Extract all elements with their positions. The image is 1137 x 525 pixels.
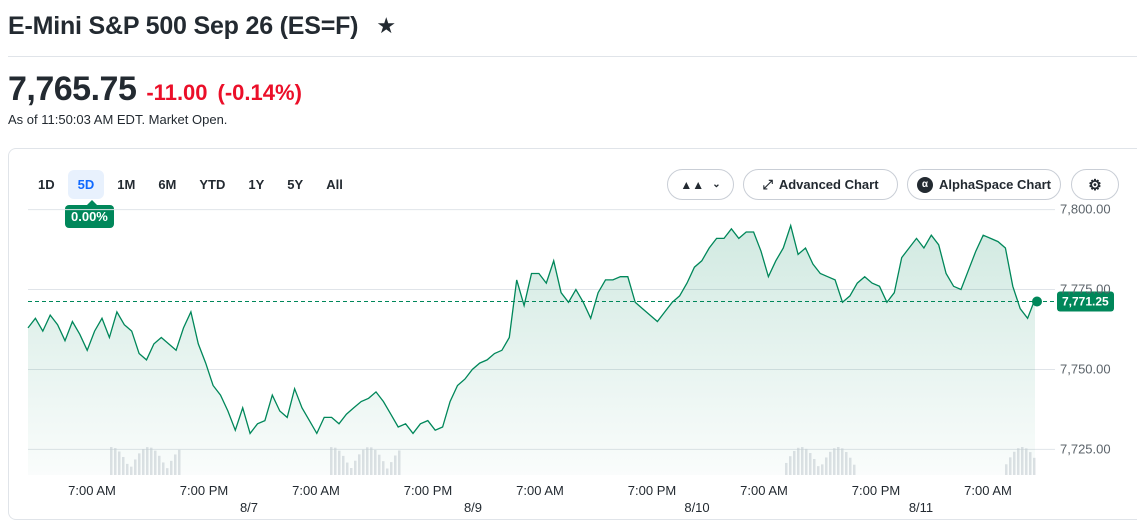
- current-price-label-text: 7,771.25: [1062, 295, 1109, 309]
- x-tick-label: 7:00 AM: [964, 483, 1012, 498]
- x-tick-label: 7:00 PM: [852, 483, 900, 498]
- current-price-label: 7,771.25: [1057, 291, 1114, 312]
- page-title: E-Mini S&P 500 Sep 26 (ES=F): [8, 11, 359, 40]
- chevron-down-icon: ⌄: [712, 179, 721, 190]
- x-date-label: 8/11: [909, 500, 933, 515]
- x-date-label: 8/10: [684, 500, 709, 515]
- range-change-badge: 0.00%: [65, 200, 114, 228]
- chart-card: [8, 148, 1137, 520]
- mountain-chart-icon: ▲▲: [680, 177, 705, 192]
- range-all[interactable]: All: [326, 177, 343, 192]
- alphaspace-chart-label: AlphaSpace Chart: [939, 177, 1051, 192]
- y-tick-label: 7,725.00: [1060, 441, 1111, 456]
- x-tick-label: 7:00 PM: [180, 483, 228, 498]
- price-change: -11.00: [146, 80, 208, 105]
- x-date-label: 8/7: [240, 500, 258, 515]
- chart-type-dropdown[interactable]: ▲▲ ⌄: [667, 169, 734, 200]
- range-6m[interactable]: 6M: [158, 177, 177, 192]
- quote-header: E-Mini S&P 500 Sep 26 (ES=F) ★: [8, 10, 396, 42]
- x-tick-label: 7:00 AM: [68, 483, 116, 498]
- y-tick-label: 7,750.00: [1060, 361, 1111, 376]
- alphaspace-chart-button[interactable]: α AlphaSpace Chart: [907, 169, 1061, 200]
- as-of-timestamp: As of 11:50:03 AM EDT. Market Open.: [8, 112, 228, 127]
- alpha-icon: α: [917, 176, 933, 193]
- x-tick-label: 7:00 AM: [292, 483, 340, 498]
- price-line: [27, 223, 1036, 435]
- star-icon[interactable]: ★: [376, 13, 397, 38]
- range-5d[interactable]: 5D: [67, 170, 105, 199]
- current-price-dot: [1032, 296, 1042, 307]
- price-change-percent: (-0.14%): [217, 80, 302, 105]
- header-divider: [8, 56, 1137, 57]
- range-1d[interactable]: 1D: [38, 177, 55, 192]
- expand-icon: ⤢: [762, 176, 773, 192]
- x-tick-label: 7:00 AM: [740, 483, 788, 498]
- range-5y[interactable]: 5Y: [287, 177, 304, 192]
- range-selector: 1D 5D 1M 6M YTD 1Y 5Y All: [28, 170, 356, 199]
- range-1m[interactable]: 1M: [117, 177, 136, 192]
- price-row: 7,765.75 -11.00 (-0.14%): [8, 70, 302, 109]
- y-tick-label: 7,775.00: [1060, 282, 1111, 297]
- current-price: 7,765.75: [8, 70, 137, 108]
- advanced-chart-label: Advanced Chart: [778, 177, 879, 192]
- range-ytd[interactable]: YTD: [199, 177, 226, 192]
- range-1y[interactable]: 1Y: [248, 177, 265, 192]
- x-date-label: 8/9: [464, 500, 482, 515]
- x-tick-label: 7:00 PM: [404, 483, 452, 498]
- y-tick-label: 7,800.00: [1060, 202, 1111, 217]
- x-tick-label: 7:00 PM: [628, 483, 676, 498]
- chart-settings-button[interactable]: ⚙: [1071, 169, 1119, 200]
- gear-icon: ⚙: [1088, 176, 1102, 194]
- x-tick-label: 7:00 AM: [516, 483, 564, 498]
- advanced-chart-button[interactable]: ⤢ Advanced Chart: [743, 169, 898, 200]
- price-area: [28, 225, 1035, 475]
